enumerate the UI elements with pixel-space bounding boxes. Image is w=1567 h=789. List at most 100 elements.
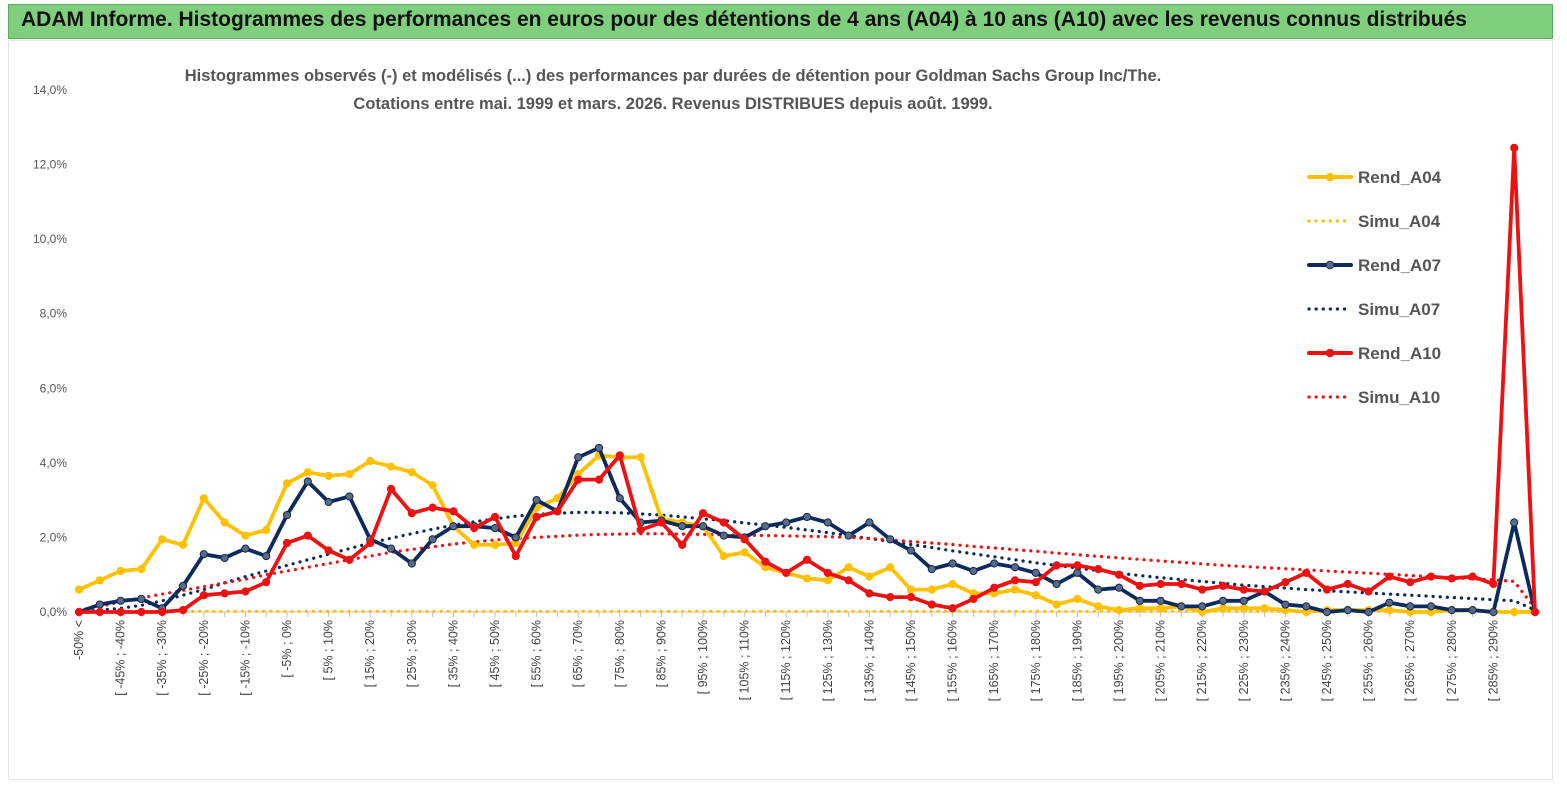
x-tick-label: [ -5% ; 0% — [280, 620, 294, 678]
data-point — [303, 468, 312, 477]
data-point — [1447, 606, 1456, 615]
data-point — [1094, 565, 1103, 574]
data-point — [220, 553, 229, 563]
data-point — [1468, 606, 1477, 615]
y-tick-label: 6,0% — [40, 381, 68, 395]
data-point — [990, 583, 999, 592]
legend-marker — [1325, 172, 1335, 182]
data-point — [1322, 585, 1332, 594]
x-tick-label: [ 65% ; 70% — [571, 620, 585, 687]
series-line-simu_a10 — [77, 532, 1537, 612]
data-point — [1218, 581, 1228, 591]
data-point — [1218, 596, 1228, 605]
y-tick-label: 10,0% — [33, 232, 67, 246]
data-point — [844, 576, 853, 585]
x-tick-label: [ 255% ; 260% — [1362, 620, 1376, 701]
data-point — [698, 522, 708, 531]
data-point — [1135, 581, 1144, 591]
data-point — [1468, 572, 1477, 581]
data-point — [1094, 602, 1103, 611]
data-point — [1031, 578, 1040, 587]
data-point — [990, 559, 999, 568]
x-tick-label: [ 225% ; 230% — [1237, 620, 1251, 701]
series-line-rend_a04 — [77, 453, 1537, 614]
data-point — [303, 531, 312, 540]
data-point — [1239, 585, 1248, 594]
data-point — [1426, 572, 1436, 581]
data-point — [719, 531, 728, 540]
data-point — [823, 518, 832, 527]
legend-label: Rend_A07 — [1358, 256, 1441, 275]
x-tick-label: [ 15% ; 20% — [363, 620, 377, 687]
data-point — [1010, 585, 1020, 594]
data-point — [886, 535, 895, 544]
data-point — [366, 456, 375, 466]
data-point — [116, 596, 125, 605]
x-tick-label: -50% < — [72, 620, 86, 660]
data-point — [927, 600, 936, 609]
data-point — [1385, 598, 1394, 607]
data-point — [490, 540, 500, 549]
x-tick-label: [ 95% ; 100% — [696, 620, 710, 694]
data-point — [241, 587, 250, 596]
y-tick-label: 0,0% — [40, 605, 68, 619]
data-point — [1239, 596, 1248, 605]
x-tick-label: [ 185% ; 190% — [1070, 620, 1084, 701]
data-point — [282, 538, 292, 548]
data-point — [802, 574, 812, 583]
data-point — [615, 451, 624, 460]
data-point — [449, 522, 458, 531]
data-point — [761, 522, 770, 531]
data-point — [74, 585, 84, 594]
data-point — [594, 475, 604, 484]
data-point — [386, 544, 396, 553]
data-point — [1198, 585, 1207, 594]
data-point — [116, 607, 125, 617]
data-point — [698, 509, 708, 518]
data-point — [1177, 579, 1186, 589]
x-tick-label: [ 275% ; 280% — [1445, 620, 1459, 701]
data-point — [1156, 579, 1165, 589]
legend-label: Rend_A04 — [1358, 168, 1442, 187]
data-point — [1530, 607, 1540, 617]
data-point — [574, 475, 583, 484]
y-tick-label: 4,0% — [40, 456, 68, 470]
plot-area — [74, 143, 1540, 617]
data-point — [823, 568, 832, 577]
data-point — [1343, 579, 1352, 589]
data-point — [137, 607, 146, 617]
histogram-chart: Histogrammes observés (-) et modélisés (… — [33, 67, 1540, 701]
data-point — [1426, 602, 1436, 611]
x-tick-label: [ -25% ; -20% — [197, 620, 211, 696]
data-point — [615, 494, 624, 503]
data-point — [678, 522, 687, 531]
chart-subtitle: Cotations entre mai. 1999 et mars. 2026.… — [353, 95, 992, 113]
y-tick-label: 12,0% — [33, 158, 67, 172]
data-point — [1322, 607, 1332, 617]
report-title: ADAM Informe. Histogrammes des performan… — [21, 8, 1467, 31]
data-point — [948, 579, 957, 589]
data-point — [1302, 568, 1311, 577]
x-tick-label: [ 55% ; 60% — [530, 620, 544, 687]
x-tick-label: [ 115% ; 120% — [779, 620, 793, 700]
data-point — [1364, 607, 1373, 617]
data-point — [137, 565, 146, 574]
x-tick-label: [ -15% ; -10% — [238, 620, 252, 696]
legend: Rend_A04 Simu_A04 Rend_A07 Simu_A07 Rend_A10… — [1307, 168, 1442, 407]
data-point — [324, 546, 333, 555]
data-point — [927, 585, 936, 594]
data-point — [678, 540, 687, 549]
data-point — [1073, 561, 1082, 570]
data-point — [1052, 600, 1061, 609]
data-point — [1031, 568, 1040, 577]
x-tick-label: [ -45% ; -40% — [114, 620, 128, 696]
data-point — [511, 551, 520, 561]
data-point — [865, 518, 874, 527]
data-point — [906, 585, 916, 594]
x-tick-label: [ 245% ; 250% — [1320, 620, 1334, 701]
y-tick-label: 14,0% — [33, 83, 67, 97]
data-point — [262, 525, 271, 535]
data-point — [1489, 607, 1498, 617]
x-tick-label: [ 155% ; 160% — [946, 620, 960, 701]
data-point — [1218, 604, 1228, 613]
